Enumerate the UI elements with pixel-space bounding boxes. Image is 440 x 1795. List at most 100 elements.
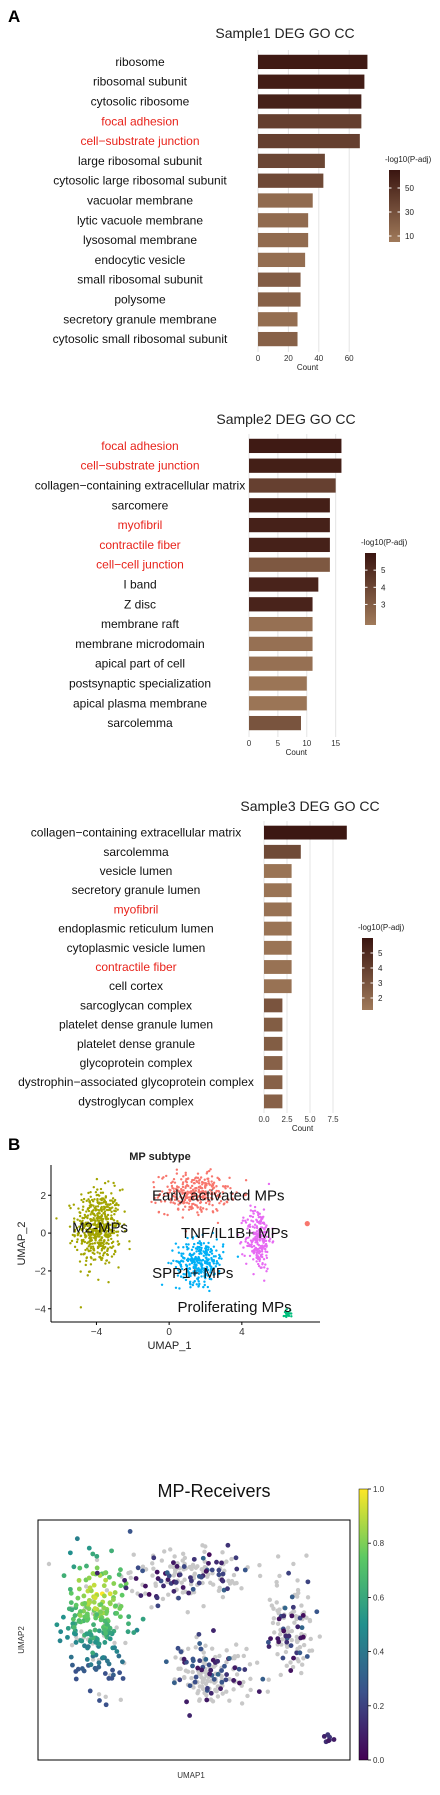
umap-point — [83, 1213, 87, 1217]
background-point — [79, 1629, 84, 1634]
umap-point — [106, 1208, 110, 1212]
umap-point — [196, 1172, 200, 1175]
umap-point — [260, 1226, 264, 1229]
score-point — [120, 1659, 125, 1665]
umap-point — [262, 1238, 265, 1241]
background-point — [190, 1669, 195, 1675]
umap-point — [100, 1209, 103, 1213]
score-point — [117, 1606, 123, 1611]
background-point — [118, 1697, 124, 1703]
umap-point — [208, 1289, 211, 1293]
umap-point — [204, 1191, 207, 1194]
umap-point — [95, 1230, 98, 1234]
umap-point — [128, 1247, 131, 1251]
background-point — [274, 1579, 279, 1585]
umap-point — [177, 1203, 180, 1206]
legend-colorbar — [362, 938, 373, 1010]
score-point — [200, 1555, 206, 1561]
score-point — [126, 1621, 131, 1627]
umap-point — [239, 1242, 242, 1245]
background-point — [129, 1588, 135, 1594]
umap-point — [157, 1194, 161, 1198]
umap-point — [258, 1259, 261, 1263]
umap-point — [215, 1238, 219, 1241]
score-point — [178, 1649, 184, 1655]
umap-point — [92, 1248, 95, 1252]
umap-point — [79, 1270, 82, 1273]
go-chart-sample3: Sample3 DEG GO CC collagen−containing ext… — [18, 798, 404, 1133]
umap-point — [304, 1221, 310, 1227]
background-point — [289, 1637, 294, 1643]
umap-point — [91, 1229, 94, 1232]
score-point — [84, 1563, 89, 1569]
score-point — [90, 1650, 96, 1656]
bar — [249, 616, 313, 632]
umap-point — [206, 1274, 209, 1277]
umap-point — [118, 1189, 122, 1192]
umap-point — [248, 1230, 251, 1233]
umap-point — [166, 1191, 169, 1195]
score-point — [107, 1600, 113, 1606]
x-tick-label: 2.5 — [281, 1115, 293, 1124]
umap-point — [96, 1199, 99, 1202]
background-point — [270, 1620, 276, 1626]
umap-point — [103, 1251, 107, 1254]
umap-point — [246, 1227, 249, 1230]
score-point — [116, 1572, 122, 1577]
bar — [258, 173, 324, 188]
score-point — [180, 1585, 186, 1590]
umap-point — [75, 1240, 79, 1244]
umap-point — [261, 1255, 264, 1259]
umap-point — [252, 1258, 255, 1261]
score-point — [208, 1667, 214, 1673]
umap-point — [246, 1241, 250, 1245]
score-point — [223, 1677, 229, 1683]
score-point — [94, 1553, 100, 1559]
category-label: dystroglycan complex — [78, 1094, 193, 1108]
umap-point — [222, 1243, 225, 1246]
score-point — [126, 1614, 132, 1620]
category-label: focal adhesion — [101, 114, 178, 128]
score-point — [138, 1593, 144, 1599]
umap-point — [198, 1282, 201, 1286]
umap-point — [174, 1265, 178, 1269]
umap-point — [97, 1220, 100, 1223]
umap-point — [183, 1257, 186, 1260]
umap-point — [184, 1185, 188, 1188]
umap-point — [209, 1168, 212, 1171]
score-point — [203, 1568, 209, 1574]
score-point — [173, 1580, 179, 1585]
umap-point — [266, 1250, 269, 1254]
umap-point — [262, 1231, 265, 1234]
background-point — [200, 1580, 205, 1586]
umap-point — [197, 1284, 200, 1288]
umap-point — [211, 1197, 214, 1201]
category-label: apical plasma membrane — [73, 696, 207, 710]
umap-point — [112, 1181, 115, 1185]
background-point — [278, 1672, 283, 1678]
umap-point — [90, 1239, 94, 1242]
score-point — [206, 1662, 212, 1668]
background-point — [231, 1687, 236, 1692]
umap-point — [191, 1259, 195, 1263]
umap-point — [255, 1218, 258, 1222]
score-point — [86, 1545, 92, 1551]
umap-point — [182, 1252, 185, 1255]
umap-point — [169, 1197, 172, 1201]
umap-point — [257, 1264, 261, 1268]
score-point — [211, 1628, 216, 1633]
umap-point — [249, 1209, 253, 1212]
umap-point — [248, 1244, 251, 1248]
umap-point — [263, 1266, 266, 1269]
umap-point — [209, 1265, 212, 1268]
umap-point — [215, 1260, 219, 1263]
bar — [264, 864, 292, 878]
umap-point — [160, 1283, 164, 1287]
score-point — [266, 1644, 272, 1649]
category-label: cell−cell junction — [96, 558, 184, 572]
umap-point — [218, 1201, 221, 1205]
umap-point — [181, 1185, 185, 1189]
score-point — [109, 1548, 114, 1554]
umap-point — [189, 1198, 193, 1201]
score-point — [146, 1592, 152, 1597]
